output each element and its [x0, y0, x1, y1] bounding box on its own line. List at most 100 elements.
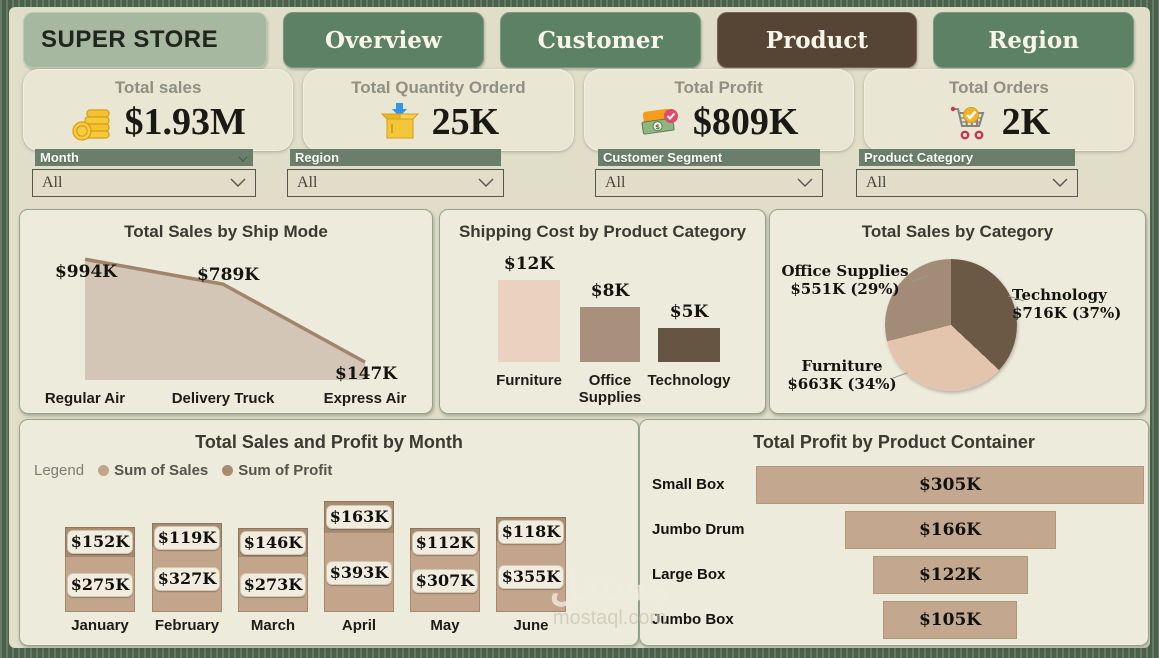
wallet-icon: $ [639, 102, 683, 142]
cart-icon [948, 102, 992, 142]
axis-label: January [71, 617, 129, 634]
legend-item-sum-of-profit: Sum of Profit [222, 462, 332, 479]
funnel-label-large-box: Large Box [652, 566, 726, 583]
filter-month: Month All [32, 149, 256, 197]
chart-legend: Legend Sum of Sales Sum of Profit [34, 462, 332, 479]
pie-label-name: Furniture [801, 357, 883, 375]
kpi-value-row: 25K [378, 100, 499, 144]
tab-region[interactable]: Region [933, 12, 1134, 68]
filter-selected-value: All [42, 174, 63, 191]
chevron-down-icon [797, 174, 813, 192]
tab-overview[interactable]: Overview [283, 12, 484, 68]
data-label-sales: $273K [240, 572, 306, 597]
filter-dropdown-region[interactable]: All [287, 169, 504, 197]
funnel-label-jumbo-drum: Jumbo Drum [652, 521, 745, 538]
svg-text:$: $ [655, 124, 660, 131]
chart-title: Total Profit by Product Container [753, 432, 1035, 452]
data-label-profit: $119K [154, 525, 220, 550]
chevron-down-icon [478, 174, 494, 192]
chart-title: Shipping Cost by Product Category [458, 222, 747, 241]
axis-label: Furniture [496, 372, 562, 389]
kpi-value: $809K [692, 101, 799, 143]
legend-label: Sum of Profit [238, 462, 333, 479]
funnel-bar-jumbo-drum[interactable]: $166K [844, 511, 1056, 549]
data-label: $12K [503, 254, 555, 274]
filter-dropdown-customer-segment[interactable]: All [595, 169, 823, 197]
chart-title: Total Sales by Ship Mode [124, 222, 328, 241]
filter-dropdown-product-category[interactable]: All [856, 169, 1078, 197]
chart-card-shipping-cost: Shipping Cost by Product Category $12K Fu… [439, 209, 766, 414]
data-label-profit: $163K [326, 505, 392, 530]
bar-furniture[interactable] [498, 280, 560, 362]
filter-label: Customer Segment [603, 150, 723, 165]
funnel-label-small-box: Small Box [652, 476, 725, 493]
filter-selected-value: All [297, 174, 318, 191]
chart-card-profit-by-container: Total Profit by Product Container Small … [639, 419, 1149, 646]
kpi-title: Total Orders [948, 78, 1049, 97]
funnel-bar-jumbo-box[interactable]: $105K [883, 601, 1017, 639]
page-frame: SUPER STORE Overview Customer Product Regio… [9, 7, 1150, 648]
legend-item-sum-of-sales: Sum of Sales [98, 462, 208, 479]
pie-sales-by-category[interactable] [885, 259, 1017, 391]
kpi-row: Total sales $1.93M Total Quantity Orderd 25… [23, 69, 1134, 151]
data-label-sales: $275K [67, 572, 133, 597]
data-label-sales: $355K [498, 564, 564, 589]
data-label-profit: $146K [240, 531, 306, 556]
kpi-value-row: $ $809K [639, 100, 799, 144]
pie-label-value: $663K (34%) [787, 375, 897, 393]
filter-label: Product Category [864, 150, 974, 165]
data-label-profit: $118K [498, 520, 564, 545]
filter-header: Month [35, 149, 253, 166]
pie-label-technology: Technology $716K (37%) [1012, 286, 1147, 322]
tab-product[interactable]: Product [716, 12, 918, 68]
data-label-sales: $393K [326, 560, 392, 585]
filter-dropdown-month[interactable]: All [32, 169, 256, 197]
tab-customer[interactable]: Customer [499, 12, 701, 68]
chevron-down-icon [1052, 174, 1068, 192]
filter-header: Region [290, 149, 501, 166]
funnel-bar-large-box[interactable]: $122K [872, 556, 1028, 594]
kpi-card-total-profit: Total Profit $ $809K [583, 69, 854, 151]
chart-title: Total Sales and Profit by Month [195, 432, 463, 452]
filter-label: Region [295, 150, 340, 165]
filter-customer-segment: Customer Segment All [595, 149, 823, 197]
data-label-sales: $307K [412, 569, 478, 594]
chart-card-sales-by-category: Total Sales by Category Technology $716K … [769, 209, 1146, 414]
bar-office-supplies[interactable] [580, 307, 640, 362]
funnel-bar-small-box[interactable]: $305K [756, 466, 1144, 504]
pie-label-value: $551K (29%) [790, 280, 900, 298]
legend-title: Legend [34, 462, 85, 479]
kpi-value: 2K [1001, 101, 1051, 143]
axis-label: Regular Air [44, 390, 126, 407]
data-label-profit: $152K [67, 529, 133, 554]
chevron-down-icon [238, 150, 248, 165]
pie-label-name: Office Supplies [781, 262, 909, 280]
brand-title: SUPER STORE [23, 12, 267, 68]
kpi-value-row: $1.93M [70, 100, 246, 144]
funnel-label-jumbo-box: Jumbo Box [652, 611, 734, 628]
axis-label: Delivery Truck [171, 390, 275, 407]
legend-dot [98, 465, 110, 476]
axis-label: April [341, 617, 377, 634]
area-chart-plot[interactable] [20, 210, 434, 415]
kpi-card-total-orders: Total Orders 2K [863, 69, 1134, 151]
axis-label: Express Air [323, 390, 407, 407]
data-label: $789K [196, 265, 260, 285]
axis-label: May [430, 617, 460, 634]
package-icon [378, 102, 422, 142]
axis-label: Office Supplies [578, 372, 642, 407]
filter-product-category: Product Category All [856, 149, 1078, 197]
data-label-sales: $327K [154, 567, 220, 592]
axis-label: February [154, 617, 220, 634]
filter-header: Product Category [859, 149, 1075, 166]
kpi-card-total-sales: Total sales $1.93M [23, 69, 294, 151]
chevron-down-icon [230, 174, 246, 192]
axis-label: March [250, 617, 296, 634]
legend-label: Sum of Sales [114, 462, 209, 479]
kpi-value-row: 2K [948, 100, 1051, 144]
legend-dot [222, 465, 234, 476]
filter-selected-value: All [605, 174, 626, 191]
data-label: $5K [669, 302, 709, 322]
pie-label-furniture: Furniture $663K (34%) [778, 357, 906, 393]
bar-technology[interactable] [658, 328, 720, 362]
